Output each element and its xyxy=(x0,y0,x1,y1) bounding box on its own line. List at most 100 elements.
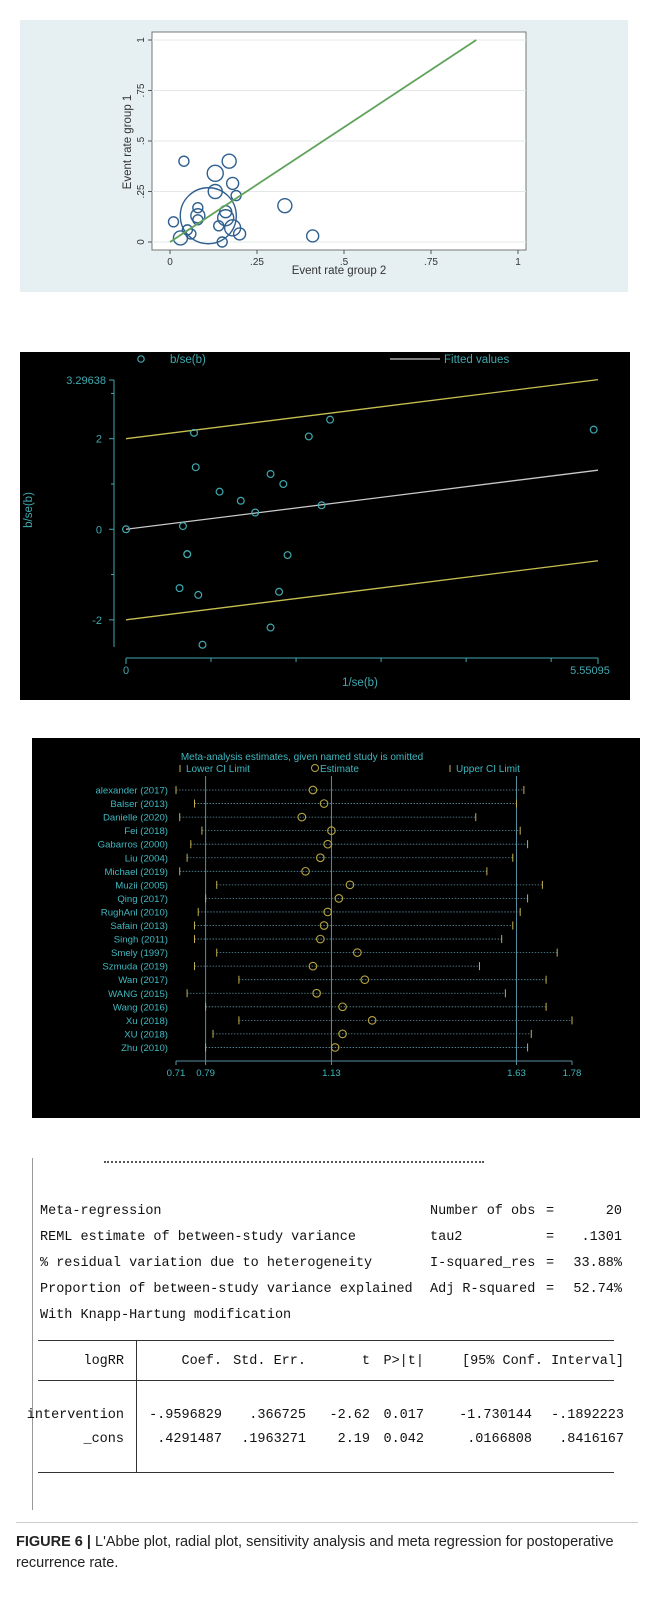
radial-point xyxy=(121,525,130,534)
sensitivity-study-label: Balser (2013) xyxy=(110,799,168,810)
table-header-ci: [95% Conf. Interval] xyxy=(461,1354,624,1369)
labbe-x-tick-label: .25 xyxy=(250,257,264,268)
labbe-point xyxy=(178,155,190,167)
sensitivity-x-tick-label: 1.13 xyxy=(322,1068,341,1079)
radial-point xyxy=(589,425,598,434)
radial-point xyxy=(251,508,260,517)
labbe-x-tick-label: 1 xyxy=(515,257,521,268)
sensitivity-estimate xyxy=(338,1029,347,1039)
radial-x-axis-label: 1/se(b) xyxy=(342,677,378,689)
caption-text: L'Abbe plot, radial plot, sensitivity an… xyxy=(16,1534,614,1571)
sensitivity-study-label: Xu (2018) xyxy=(126,1016,168,1027)
radial-point xyxy=(279,479,288,488)
table-row-intervention-p: 0.017 xyxy=(383,1408,424,1423)
sensitivity-estimate xyxy=(323,907,333,917)
table-header-stderr: Std. Err. xyxy=(233,1354,306,1369)
radial-point xyxy=(275,587,284,596)
sensitivity-plot-panel: Meta-analysis estimates, given named stu… xyxy=(32,738,640,1118)
table-row-cons-label: _cons xyxy=(83,1432,124,1447)
reg-stat-label-3: I-squared_res xyxy=(430,1256,536,1271)
labbe-point xyxy=(213,220,225,232)
radial-point xyxy=(236,496,245,505)
sensitivity-study-label: Szmuda (2019) xyxy=(102,962,168,973)
sensitivity-legend-lower: Lower CI Limit xyxy=(186,764,250,775)
radial-legend-label-points: b/se(b) xyxy=(170,354,206,366)
table-row-cons-p: 0.042 xyxy=(383,1432,424,1447)
table-row-cons-se: .1963271 xyxy=(241,1432,306,1447)
table-row-cons-t: 2.19 xyxy=(337,1432,370,1447)
reg-stat-eq-3: = xyxy=(546,1256,555,1271)
labbe-y-tick-label: .5 xyxy=(136,136,147,145)
radial-x-tick-label: 5.55095 xyxy=(570,665,610,677)
radial-point xyxy=(198,640,207,649)
labbe-point xyxy=(167,216,180,228)
table-row-intervention-se: .366725 xyxy=(249,1408,306,1423)
labbe-x-tick-label: .5 xyxy=(340,257,349,268)
labbe-point xyxy=(232,227,247,241)
reg-stat-label-1: Number of obs xyxy=(430,1204,536,1219)
labbe-point xyxy=(216,209,235,227)
sensitivity-study-label: Wang (2016) xyxy=(113,1002,168,1013)
reg-header-line-5: With Knapp-Hartung modification xyxy=(40,1308,292,1323)
sensitivity-estimate xyxy=(315,934,325,944)
sensitivity-study-label: Zhu (2010) xyxy=(121,1043,168,1054)
labbe-point xyxy=(206,164,224,183)
sensitivity-study-label: Muzii (2005) xyxy=(115,880,168,891)
table-header-p: P>|t| xyxy=(383,1354,424,1369)
figure-caption: FIGURE 6 | L'Abbe plot, radial plot, sen… xyxy=(16,1532,638,1574)
radial-x-tick-label: 0 xyxy=(123,665,129,677)
table-header-t: t xyxy=(361,1354,370,1369)
cropped-line-fragment xyxy=(104,1158,484,1164)
sensitivity-estimate xyxy=(345,880,355,890)
labbe-point xyxy=(192,201,204,214)
labbe-y-tick-label: .25 xyxy=(136,184,147,198)
labbe-x-tick-label: .75 xyxy=(424,257,438,268)
radial-y-tick-label: -2 xyxy=(92,615,102,627)
radial-point xyxy=(326,415,335,424)
reg-stat-value-2: .1301 xyxy=(581,1230,622,1245)
labbe-y-tick-label: 0 xyxy=(136,239,147,245)
sensitivity-estimate xyxy=(319,799,329,808)
labbe-point xyxy=(172,230,189,246)
labbe-x-tick-label: 0 xyxy=(167,257,173,268)
labbe-point xyxy=(277,197,293,214)
radial-fitted-line xyxy=(125,469,599,530)
sensitivity-estimate xyxy=(338,1002,347,1012)
sensitivity-estimate xyxy=(360,975,370,985)
labbe-y-tick-label: .75 xyxy=(136,83,147,97)
sensitivity-estimate xyxy=(308,785,318,795)
radial-point xyxy=(215,487,224,496)
sensitivity-estimate xyxy=(308,961,318,971)
radial-plot: b/se(b) Fitted values 3.29638 2 0 -2 0 5.5509… xyxy=(20,352,630,700)
sensitivity-legend-upper: Upper CI Limit xyxy=(456,764,520,775)
sensitivity-x-tick-label: 1.78 xyxy=(563,1068,582,1079)
sensitivity-x-tick-label: 0.71 xyxy=(167,1068,186,1079)
sensitivity-estimate xyxy=(315,853,325,863)
sensitivity-study-label: RughAnl (2010) xyxy=(101,907,168,918)
sensitivity-estimate xyxy=(334,894,344,903)
radial-point xyxy=(194,590,203,599)
table-row-intervention-coef: -.9596829 xyxy=(149,1408,222,1423)
sensitivity-study-label: Singh (2011) xyxy=(114,935,168,946)
caption-label: FIGURE 6 | xyxy=(16,1534,91,1550)
table-row-intervention-t: -2.62 xyxy=(329,1408,370,1423)
sensitivity-plot: Meta-analysis estimates, given named stu… xyxy=(32,738,640,1118)
table-row-intervention-label: intervention xyxy=(26,1408,124,1423)
radial-point xyxy=(317,501,326,510)
reg-stat-label-2: tau2 xyxy=(430,1230,463,1245)
sensitivity-study-label: Smely (1997) xyxy=(111,948,168,959)
table-header-rule xyxy=(38,1380,614,1381)
radial-point xyxy=(190,428,199,437)
radial-background xyxy=(20,352,630,700)
table-row-cons-ci-low: .0166808 xyxy=(467,1432,532,1447)
table-bottom-rule xyxy=(38,1472,614,1473)
sensitivity-estimate xyxy=(330,1043,340,1052)
labbe-y-axis-label: Event rate group 1 xyxy=(122,95,134,190)
sensitivity-estimate xyxy=(301,866,310,876)
labbe-point xyxy=(221,153,237,169)
reg-stat-value-3: 33.88% xyxy=(573,1256,622,1271)
radial-point xyxy=(266,623,275,632)
sensitivity-study-label: Safain (2013) xyxy=(110,921,168,932)
table-row-intervention-ci-low: -1.730144 xyxy=(459,1408,532,1423)
reg-stat-value-1: 20 xyxy=(605,1204,622,1219)
